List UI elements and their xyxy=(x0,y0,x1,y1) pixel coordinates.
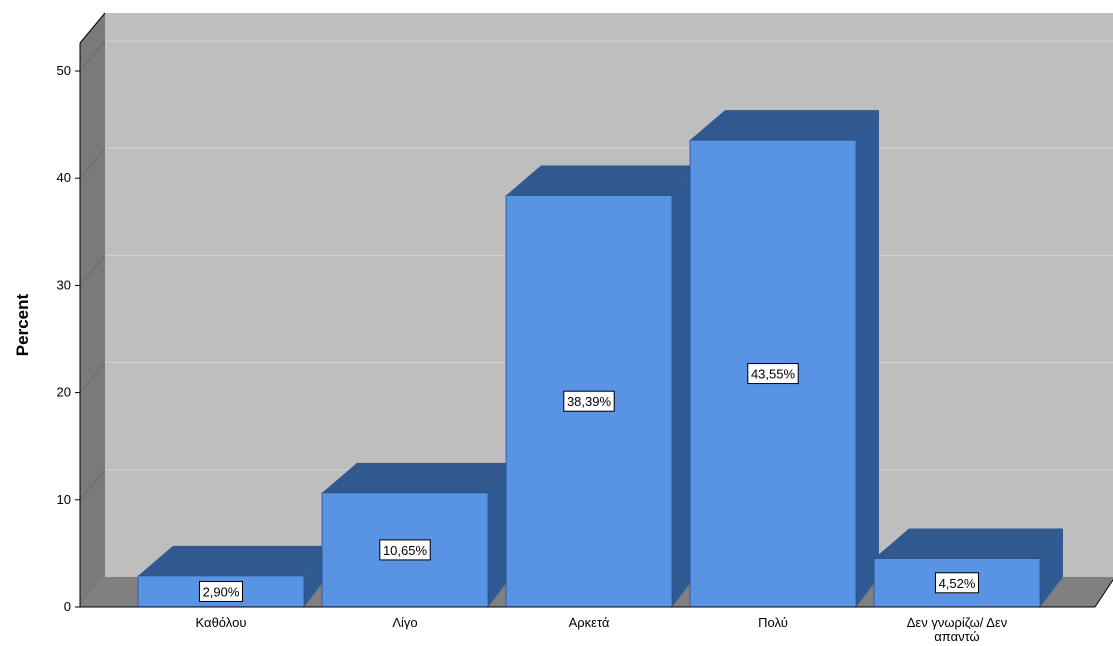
bar-top xyxy=(138,545,327,576)
x-tick-label: Πολύ xyxy=(758,615,788,630)
bars: 2,90% 10,65% 38,39% 43,55% 4,52% xyxy=(137,110,1063,608)
bar-group: 38,39% xyxy=(505,165,695,608)
bar-top xyxy=(874,528,1063,559)
bar-group: 2,90% xyxy=(137,545,327,608)
x-axis-categories: Καθόλου Λίγο Αρκετά Πολύ Δεν γνωρίζω/ Δεναπα… xyxy=(196,615,1008,644)
floor-edge xyxy=(1094,579,1113,608)
bar-top xyxy=(322,462,511,493)
bar-top xyxy=(506,165,695,196)
y-tick-label: 20 xyxy=(57,385,71,400)
bar-side xyxy=(488,462,511,607)
data-label: 43,55% xyxy=(751,367,796,382)
gridline-wall xyxy=(79,255,106,286)
gridline-wall xyxy=(79,469,106,501)
data-label: 2,90% xyxy=(203,584,240,599)
gridline-wall xyxy=(79,362,106,393)
data-label: 38,39% xyxy=(567,394,612,409)
data-label-box xyxy=(379,539,431,561)
x-tick-label: Αρκετά xyxy=(569,615,610,630)
y-tick-label: 50 xyxy=(57,63,71,78)
y-tick-label: 40 xyxy=(57,170,71,185)
data-label-box xyxy=(199,580,243,602)
y-axis-label: Percent xyxy=(13,293,32,356)
x-tick-label: Δεν γνωρίζω/ Δεν xyxy=(907,615,1008,630)
gridline-wall xyxy=(79,40,106,72)
x-tick-label: Καθόλου xyxy=(196,615,247,630)
bar-group: 10,65% xyxy=(321,462,511,608)
bar-side xyxy=(856,110,879,608)
wall-edge xyxy=(79,12,106,44)
data-label-box xyxy=(935,572,979,594)
data-label-box xyxy=(563,390,615,412)
bar-side xyxy=(672,165,695,607)
y-tick-label: 0 xyxy=(64,599,71,614)
data-label: 10,65% xyxy=(383,543,428,558)
y-tick-label: 10 xyxy=(57,492,71,507)
bar-side xyxy=(1040,528,1063,607)
data-label: 4,52% xyxy=(939,576,976,591)
x-tick-label: απαντώ xyxy=(934,629,979,644)
x-tick-label: Λίγο xyxy=(392,615,417,630)
y-axis-ticks: 0 10 20 30 40 50 xyxy=(57,12,1113,614)
bar-side xyxy=(304,545,327,607)
data-label-box xyxy=(747,363,799,385)
bar-group: 43,55% xyxy=(689,110,879,608)
y-tick-label: 30 xyxy=(57,277,71,292)
gridline-wall xyxy=(79,147,106,179)
bar-group: 4,52% xyxy=(873,528,1063,608)
plot-left-wall xyxy=(80,13,105,607)
bar-top xyxy=(690,110,879,141)
